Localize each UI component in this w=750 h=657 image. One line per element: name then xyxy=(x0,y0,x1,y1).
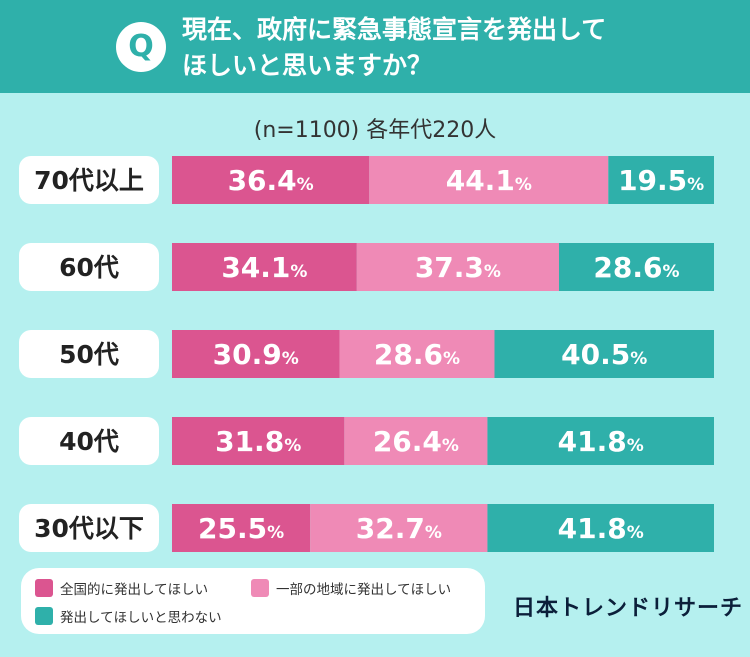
q-badge-icon: Q xyxy=(116,22,166,72)
legend: 全国的に発出してほしい 一部の地域に発出してほしい 発出してほしいと思わない xyxy=(21,568,485,634)
category-label: 60代 xyxy=(59,253,119,282)
data-label: 40.5% xyxy=(561,338,647,371)
bar-segment xyxy=(310,504,488,552)
category-label-box xyxy=(19,156,159,204)
legend-item-no: 発出してほしいと思わない xyxy=(35,606,222,626)
question-line-2: ほしいと思いますか？ xyxy=(182,51,433,80)
bar-segment xyxy=(356,243,559,291)
bar-segment xyxy=(494,330,714,378)
data-label: 32.7% xyxy=(356,512,442,545)
legend-swatch-no xyxy=(35,607,53,625)
bar-segment xyxy=(172,417,345,465)
bar-segment xyxy=(344,417,488,465)
legend-label-nationwide: 全国的に発出してほしい xyxy=(60,582,209,598)
bar-segment xyxy=(172,330,340,378)
legend-swatch-nationwide xyxy=(35,579,53,597)
data-label: 41.8% xyxy=(558,512,644,545)
bar-segment xyxy=(369,156,609,204)
category-label: 70代以上 xyxy=(34,166,144,195)
bar-segment xyxy=(487,504,714,552)
legend-item-some-regions: 一部の地域に発出してほしい xyxy=(251,578,451,598)
brand-logo: 日本トレンドリサーチ xyxy=(513,596,744,621)
category-label: 30代以下 xyxy=(34,514,144,543)
legend-item-nationwide: 全国的に発出してほしい xyxy=(35,578,208,598)
question-header: Q 現在、政府に緊急事態宣言を発出して ほしいと思いますか？ xyxy=(0,0,750,93)
bar-segment xyxy=(172,243,357,291)
category-label: 40代 xyxy=(59,427,119,456)
bar-segment xyxy=(558,243,714,291)
legend-swatch-some-regions xyxy=(251,579,269,597)
category-label-box xyxy=(19,330,159,378)
bar-segment xyxy=(339,330,495,378)
bar-segment xyxy=(608,156,714,204)
sample-size-subtitle: (n=1100) 各年代220人 xyxy=(253,118,497,143)
category-label-box xyxy=(19,417,159,465)
question-line-1: 現在、政府に緊急事態宣言を発出して xyxy=(182,15,607,44)
bar-segment xyxy=(487,417,714,465)
category-label-box xyxy=(19,504,159,552)
question-text: 現在、政府に緊急事態宣言を発出して ほしいと思いますか？ xyxy=(182,12,702,84)
bar-segment xyxy=(172,504,311,552)
category-label: 50代 xyxy=(59,340,119,369)
legend-label-some-regions: 一部の地域に発出してほしい xyxy=(276,582,452,598)
category-label-box xyxy=(19,243,159,291)
data-label: 41.8% xyxy=(558,425,644,458)
legend-label-no: 発出してほしいと思わない xyxy=(60,610,222,626)
bar-segment xyxy=(172,156,370,204)
